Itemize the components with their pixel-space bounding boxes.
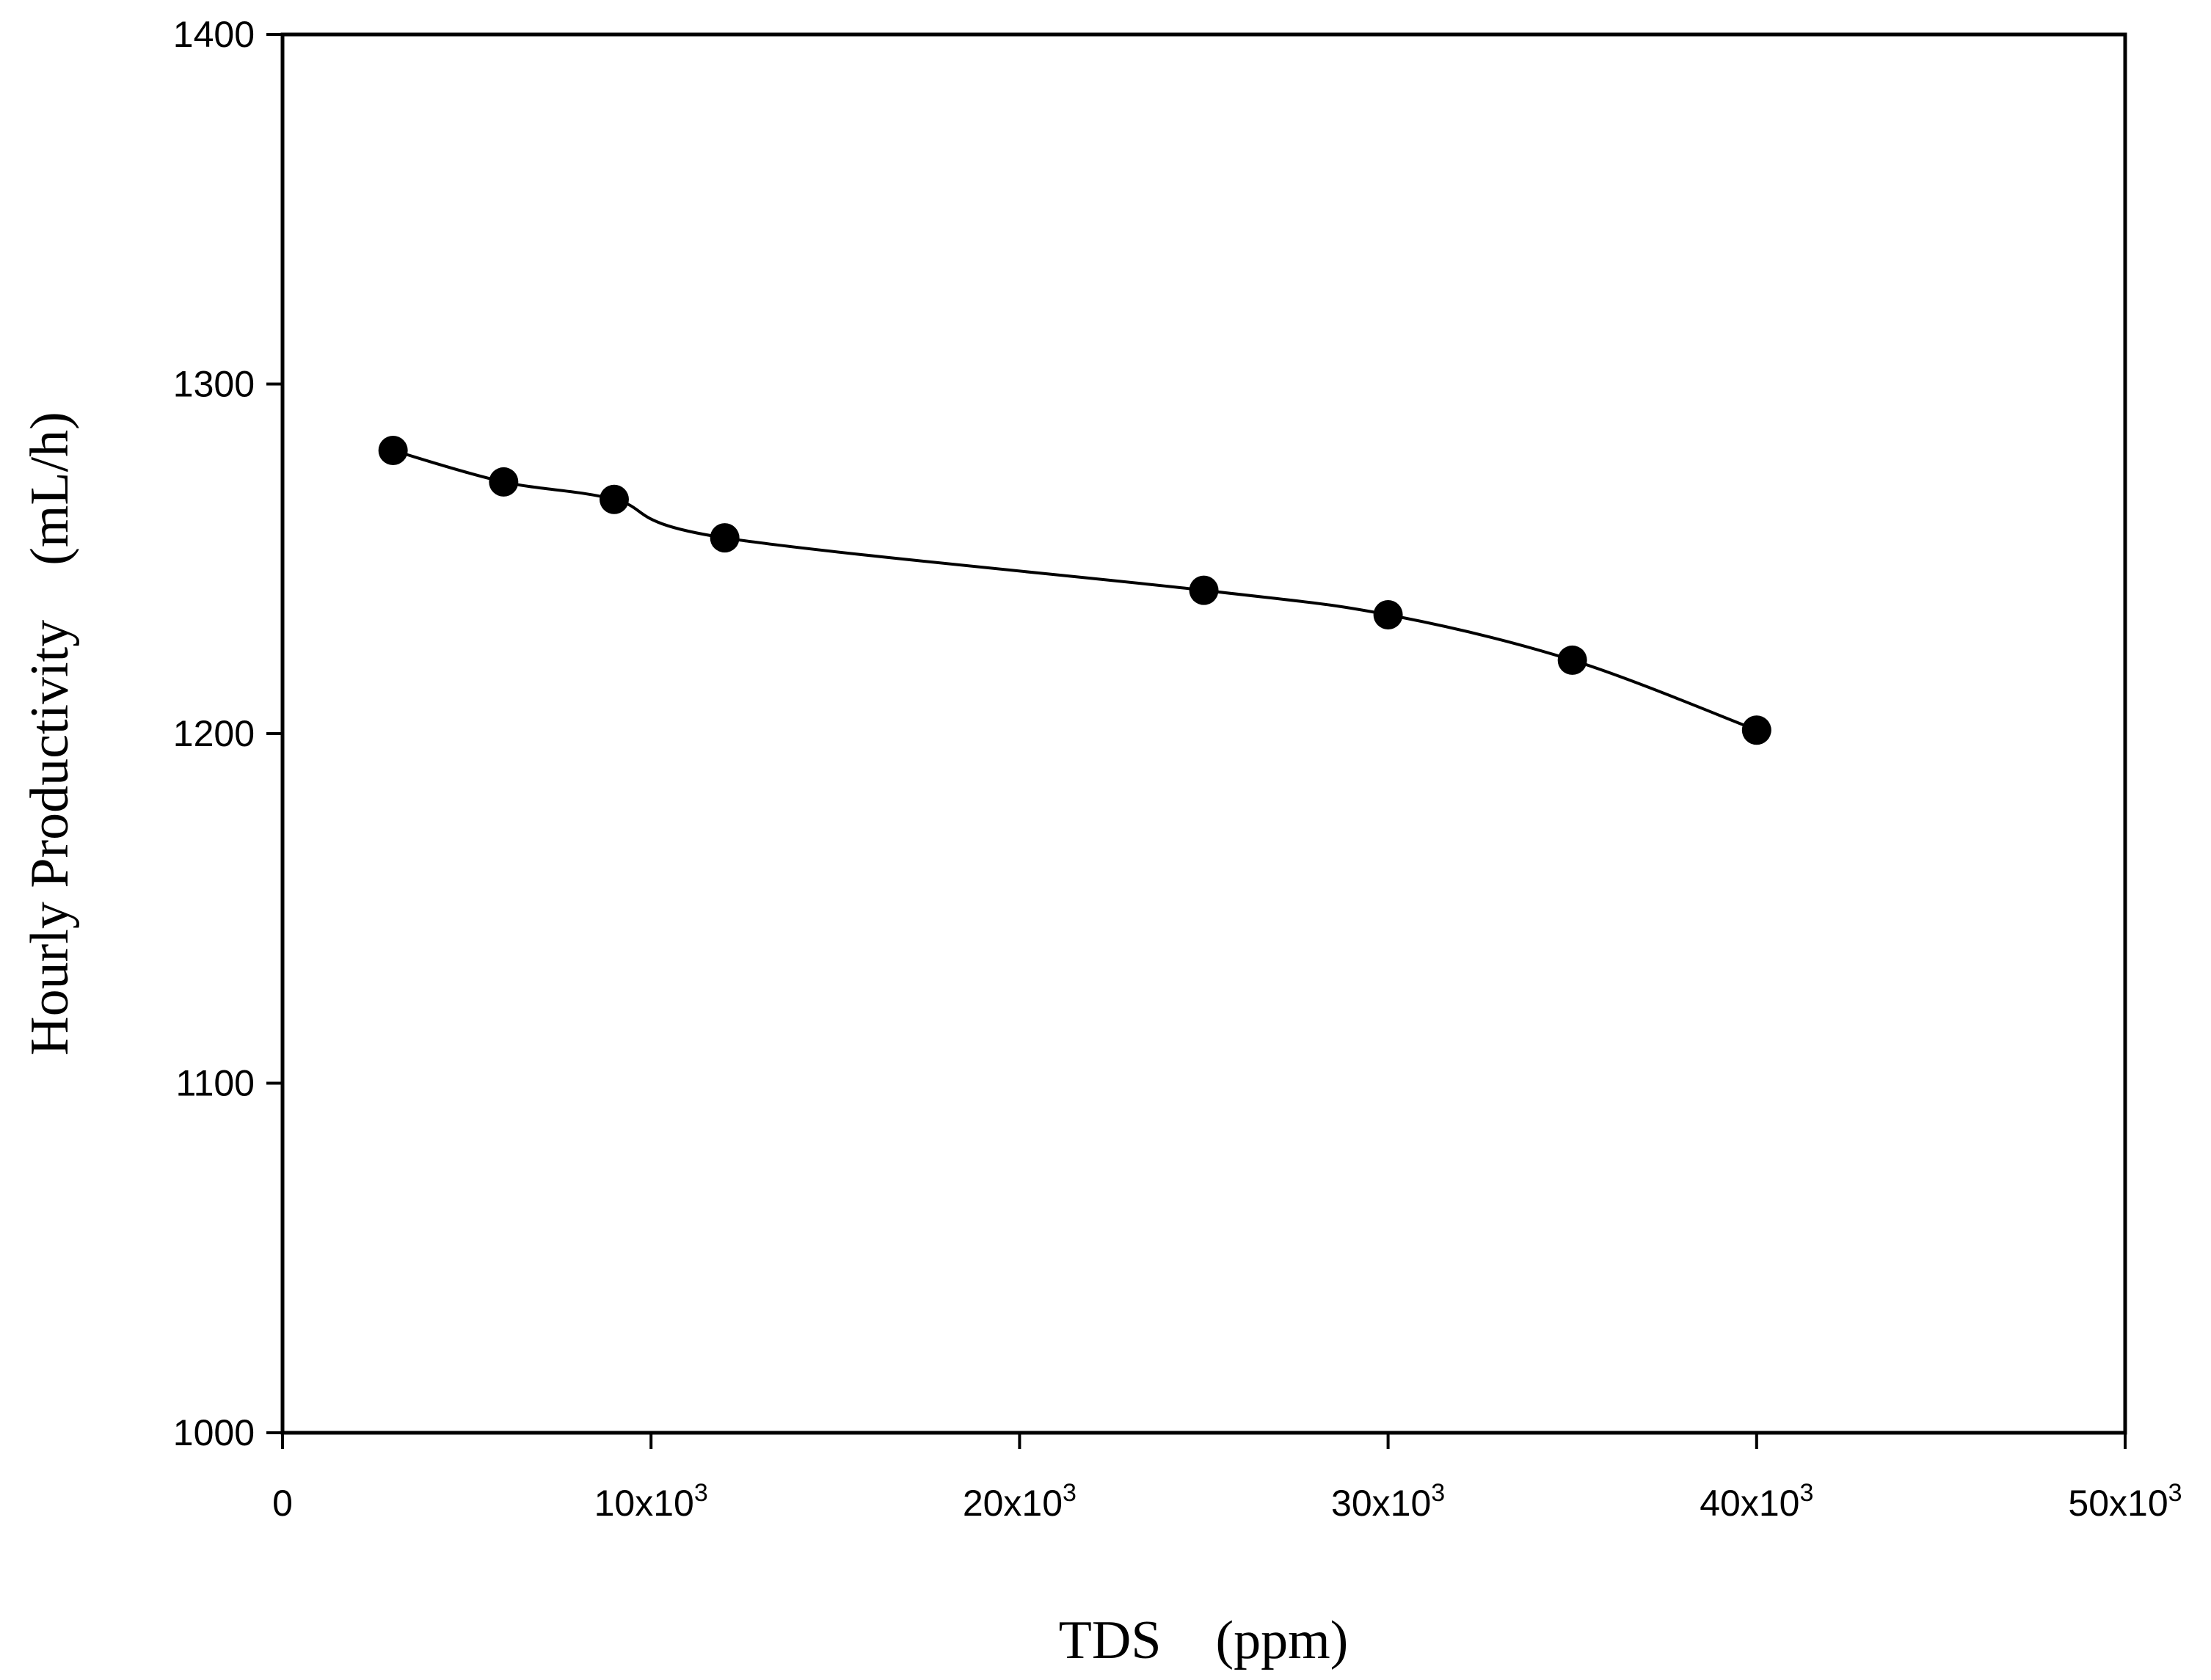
x-tick-exponent: 3 — [1063, 1479, 1077, 1507]
x-tick-label: 10x103 — [594, 1479, 708, 1524]
data-point — [1741, 715, 1771, 745]
plot-frame — [280, 32, 2127, 1435]
y-tick-label: 1200 — [173, 713, 255, 754]
y-tick-label: 1000 — [173, 1412, 255, 1453]
x-tick-exponent: 3 — [694, 1479, 708, 1507]
y-axis-title: Hourly Productivity (mL/h) — [20, 412, 80, 1056]
x-tick-label: 0 — [272, 1483, 293, 1524]
x-tick-base: 20x10 — [963, 1483, 1063, 1524]
x-tick-base: 30x10 — [1331, 1483, 1431, 1524]
x-tick-label: 20x103 — [963, 1479, 1077, 1524]
data-point — [378, 436, 408, 466]
y-axis-ticks: 1000 1100 1200 1300 1400 — [173, 14, 283, 1453]
x-tick-label: 30x103 — [1331, 1479, 1445, 1524]
data-point — [710, 523, 740, 553]
x-axis-ticks: 0 10x103 20x103 30x103 40x103 50x103 — [272, 1433, 2182, 1524]
x-tick-base: 10x10 — [594, 1483, 694, 1524]
y-tick-label: 1100 — [175, 1063, 255, 1104]
data-point — [1189, 575, 1219, 605]
y-tick-label: 1300 — [173, 364, 255, 405]
x-tick-exponent: 3 — [2168, 1479, 2182, 1507]
x-tick-base: 50x10 — [2068, 1483, 2168, 1524]
data-point — [599, 484, 629, 514]
data-point — [1557, 645, 1587, 675]
data-point — [489, 467, 519, 497]
data-points — [378, 436, 1771, 745]
series-line — [393, 449, 1757, 732]
y-tick-label: 1400 — [173, 14, 255, 55]
x-tick-base: 0 — [272, 1483, 293, 1524]
x-tick-label: 50x103 — [2068, 1479, 2182, 1524]
x-tick-exponent: 3 — [1799, 1479, 1813, 1507]
x-tick-exponent: 3 — [1431, 1479, 1445, 1507]
x-axis-title: TDS (ppm) — [1059, 1610, 1349, 1670]
data-point — [1373, 599, 1403, 629]
x-tick-base: 40x10 — [1700, 1483, 1799, 1524]
x-tick-label: 40x103 — [1700, 1479, 1813, 1524]
